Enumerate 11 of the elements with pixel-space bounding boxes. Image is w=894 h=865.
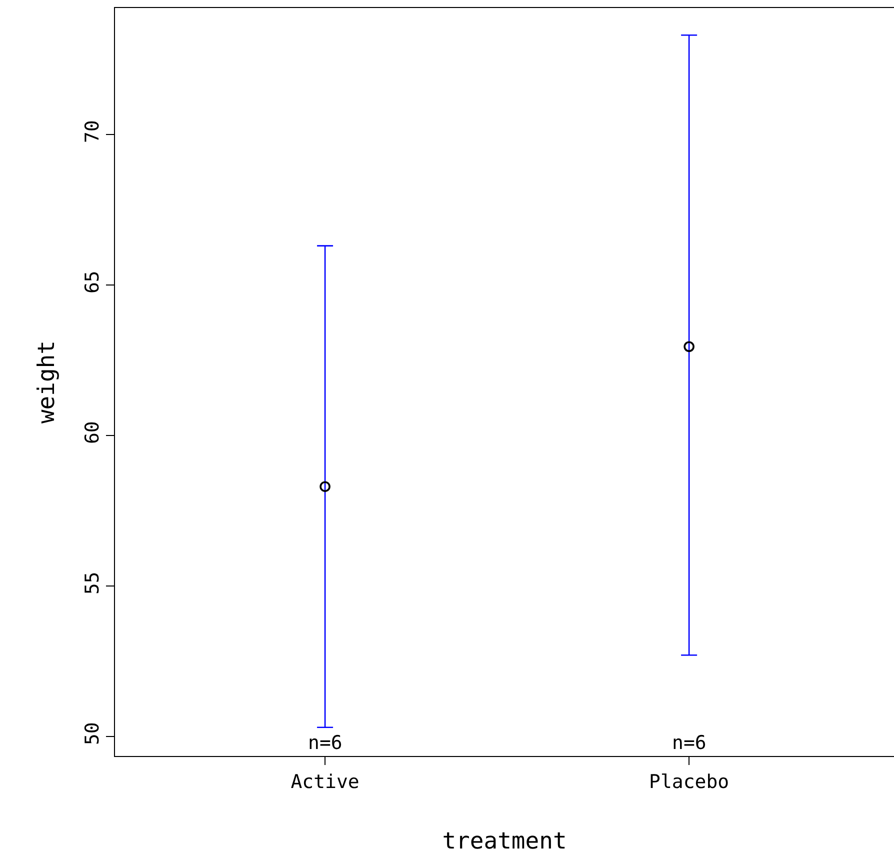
y-tick-label: 70 bbox=[81, 120, 104, 144]
x-tick-label: Active bbox=[290, 770, 360, 793]
x-tick-label: Placebo bbox=[649, 770, 730, 793]
x-axis-title: treatment bbox=[442, 828, 567, 854]
y-tick-label: 60 bbox=[81, 421, 104, 444]
y-tick-label: 55 bbox=[81, 572, 104, 595]
annotation: n=6 bbox=[308, 732, 342, 754]
annotation: n=6 bbox=[672, 732, 706, 754]
y-axis-title: weight bbox=[34, 340, 60, 424]
y-tick-label: 50 bbox=[81, 722, 104, 746]
y-tick-label: 65 bbox=[81, 270, 104, 294]
